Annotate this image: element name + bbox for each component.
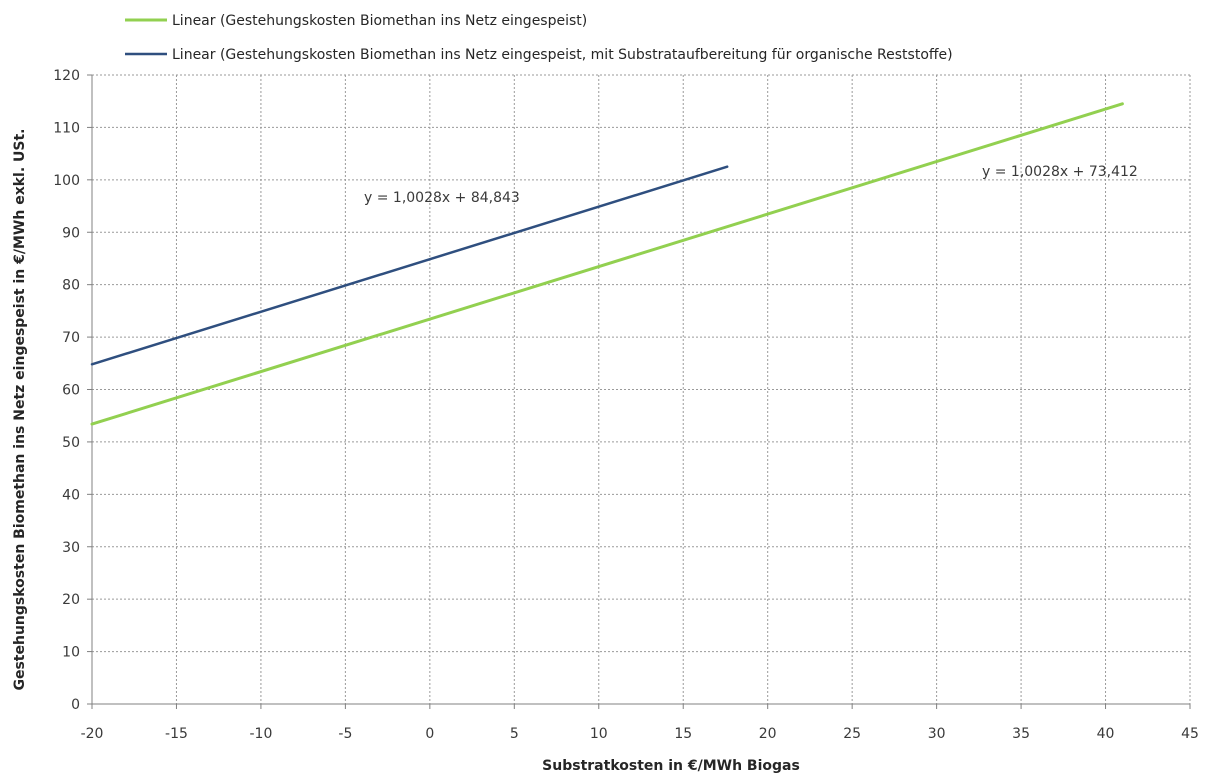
x-tick-label: 0 bbox=[425, 726, 434, 742]
series-lines bbox=[90, 102, 1124, 426]
y-tick-label: 110 bbox=[53, 120, 80, 136]
series-line-1 bbox=[90, 102, 1124, 426]
tick-labels: 0 10 20 30 40 50 60 70 80 90 100 110 120 -20 -15 -10 -5 0… bbox=[53, 68, 1199, 742]
y-tick-label: 40 bbox=[62, 487, 80, 503]
y-tick-label: 20 bbox=[62, 592, 80, 608]
legend-label-2: Linear (Gestehungskosten Biomethan ins N… bbox=[172, 47, 953, 63]
y-axis-title: Gestehungskosten Biomethan ins Netz eing… bbox=[12, 128, 28, 690]
x-tick-label: 5 bbox=[510, 726, 519, 742]
y-tick-label: 0 bbox=[71, 697, 80, 713]
axes bbox=[87, 74, 1191, 709]
legend: Linear (Gestehungskosten Biomethan ins N… bbox=[125, 13, 953, 63]
y-tick-label: 90 bbox=[62, 225, 80, 241]
x-tick-label: -10 bbox=[249, 726, 272, 742]
x-axis-title: Substratkosten in €/MWh Biogas bbox=[542, 758, 800, 774]
y-tick-label: 50 bbox=[62, 435, 80, 451]
x-tick-label: -20 bbox=[81, 726, 104, 742]
x-tick-label: 40 bbox=[1097, 726, 1115, 742]
equation-label-2: y = 1,0028x + 84,843 bbox=[364, 190, 520, 206]
x-tick-label: -15 bbox=[165, 726, 188, 742]
x-tick-label: 25 bbox=[843, 726, 861, 742]
y-tick-label: 60 bbox=[62, 383, 80, 399]
x-tick-label: 10 bbox=[590, 726, 608, 742]
x-tick-label: 30 bbox=[928, 726, 946, 742]
y-tick-label: 80 bbox=[62, 278, 80, 294]
y-tick-label: 10 bbox=[62, 645, 80, 661]
series-line-2 bbox=[90, 165, 729, 366]
x-tick-label: 20 bbox=[759, 726, 777, 742]
equation-labels: y = 1,0028x + 73,412 y = 1,0028x + 84,843 bbox=[364, 164, 1138, 206]
y-tick-label: 70 bbox=[62, 330, 80, 346]
y-tick-label: 30 bbox=[62, 540, 80, 556]
equation-label-1: y = 1,0028x + 73,412 bbox=[982, 164, 1138, 180]
x-tick-label: 35 bbox=[1012, 726, 1030, 742]
grid bbox=[92, 74, 1191, 704]
y-tick-label: 120 bbox=[53, 68, 80, 84]
y-tick-label: 100 bbox=[53, 173, 80, 189]
x-tick-label: 45 bbox=[1181, 726, 1199, 742]
legend-label-1: Linear (Gestehungskosten Biomethan ins N… bbox=[172, 13, 587, 29]
x-tick-label: 15 bbox=[674, 726, 692, 742]
x-tick-label: -5 bbox=[338, 726, 352, 742]
